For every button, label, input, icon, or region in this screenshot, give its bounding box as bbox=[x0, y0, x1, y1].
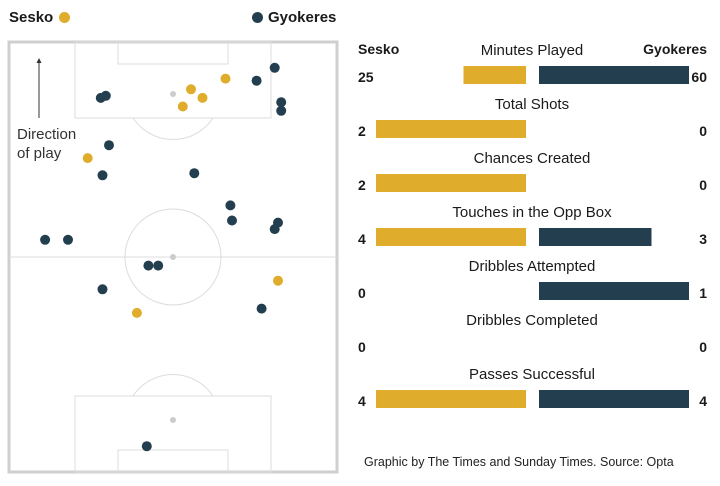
centre-spot bbox=[170, 254, 176, 260]
top-penalty-arc bbox=[132, 117, 214, 140]
gyokeres-touch-point bbox=[104, 140, 114, 151]
gyokeres-stat-bar bbox=[539, 66, 689, 84]
stat-label: Touches in the Opp Box bbox=[452, 204, 612, 221]
gyokeres-touch-point bbox=[251, 75, 262, 86]
gyokeres-touch-point bbox=[100, 90, 111, 101]
sesko-stat-value: 0 bbox=[358, 339, 366, 355]
stats-comparison-chart: Sesko Gyokeres Minutes Played 25 60 Total Sho… bbox=[358, 41, 707, 409]
gyokeres-touch-point bbox=[141, 441, 152, 452]
sesko-stat-value: 2 bbox=[358, 123, 366, 139]
sesko-stat-value: 25 bbox=[358, 69, 374, 85]
stat-label: Chances Created bbox=[474, 150, 591, 167]
bottom-penalty-spot bbox=[170, 417, 176, 423]
direction-line-2: of play bbox=[17, 145, 62, 162]
gyokeres-stat-value: 0 bbox=[699, 123, 707, 139]
bottom-six-yard-box bbox=[117, 449, 229, 473]
gyokeres-touch-point bbox=[225, 200, 236, 211]
sesko-touch-point bbox=[82, 153, 93, 164]
legend-sesko-label: Sesko bbox=[9, 9, 54, 26]
legend-gyokeres-dot bbox=[252, 12, 263, 23]
legend-gyokeres: Gyokeres bbox=[252, 9, 336, 26]
sesko-touch-point bbox=[177, 101, 188, 112]
gyokeres-touch-point bbox=[256, 303, 267, 314]
gyokeres-touch-point bbox=[189, 168, 200, 179]
gyokeres-stat-value: 4 bbox=[699, 393, 707, 409]
sesko-stat-value: 4 bbox=[358, 393, 366, 409]
pitch-touch-map bbox=[7, 40, 339, 474]
sesko-touch-point bbox=[197, 92, 208, 103]
legend-sesko: Sesko bbox=[9, 9, 71, 26]
sesko-touch-point bbox=[220, 73, 231, 84]
legend-gyokeres-label: Gyokeres bbox=[268, 9, 337, 26]
gyokeres-stat-value: 1 bbox=[699, 285, 707, 301]
sesko-stat-bar bbox=[376, 174, 526, 192]
direction-of-play-label: Direction of play bbox=[17, 125, 76, 163]
direction-arrow-icon bbox=[36, 58, 42, 118]
gyokeres-stat-bar bbox=[539, 390, 689, 408]
gyokeres-touch-point bbox=[97, 170, 108, 181]
sesko-stat-value: 4 bbox=[358, 231, 366, 247]
top-penalty-box bbox=[74, 41, 272, 119]
sesko-touch-point bbox=[186, 84, 196, 95]
source-credit: Graphic by The Times and Sunday Times. S… bbox=[364, 455, 674, 469]
legend-sesko-dot bbox=[59, 12, 71, 23]
sesko-stat-bar bbox=[376, 120, 526, 138]
gyokeres-touch-point bbox=[227, 215, 237, 226]
gyokeres-touch-point bbox=[276, 97, 287, 108]
sesko-stat-bar bbox=[376, 390, 526, 408]
gyokeres-stat-value: 60 bbox=[691, 69, 707, 85]
gyokeres-touch-point bbox=[269, 224, 280, 235]
stat-label: Dribbles Attempted bbox=[469, 258, 596, 275]
gyokeres-stat-value: 0 bbox=[699, 339, 707, 355]
direction-line-1: Direction bbox=[17, 126, 77, 143]
stat-label: Total Shots bbox=[495, 96, 569, 113]
header-gyokeres: Gyokeres bbox=[643, 41, 707, 57]
gyokeres-touch-point bbox=[63, 234, 73, 245]
gyokeres-stat-bar bbox=[539, 228, 652, 246]
sesko-stat-bar bbox=[463, 66, 526, 84]
gyokeres-touch-point bbox=[143, 260, 154, 271]
bottom-penalty-box bbox=[74, 395, 272, 473]
stat-label: Passes Successful bbox=[469, 366, 595, 383]
gyokeres-touch-point bbox=[153, 260, 164, 271]
gyokeres-touch-point bbox=[97, 284, 108, 295]
gyokeres-touch-point bbox=[40, 234, 51, 245]
sesko-stat-value: 0 bbox=[358, 285, 366, 301]
bottom-penalty-arc bbox=[132, 374, 214, 397]
sesko-touch-point bbox=[273, 275, 283, 286]
gyokeres-stat-bar bbox=[539, 282, 689, 300]
sesko-stat-value: 2 bbox=[358, 177, 366, 193]
stat-label: Minutes Played bbox=[481, 42, 584, 59]
top-six-yard-box bbox=[117, 41, 229, 65]
header-sesko: Sesko bbox=[358, 41, 399, 57]
stat-label: Dribbles Completed bbox=[466, 312, 598, 329]
gyokeres-stat-value: 3 bbox=[699, 231, 707, 247]
gyokeres-touch-point bbox=[276, 105, 287, 116]
gyokeres-touch-point bbox=[269, 62, 280, 73]
centre-circle bbox=[124, 208, 222, 306]
sesko-stat-bar bbox=[376, 228, 526, 246]
gyokeres-stat-value: 0 bbox=[699, 177, 707, 193]
sesko-touch-point bbox=[131, 307, 142, 318]
top-penalty-spot bbox=[170, 91, 176, 97]
